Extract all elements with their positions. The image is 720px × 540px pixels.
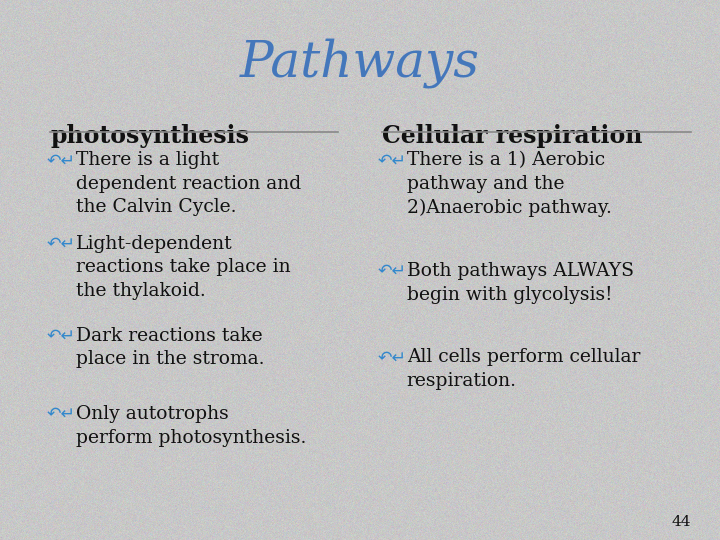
Text: Pathways: Pathways xyxy=(240,38,480,88)
Text: All cells perform cellular
respiration.: All cells perform cellular respiration. xyxy=(407,348,640,390)
Text: There is a 1) Aerobic
pathway and the
2)Anaerobic pathway.: There is a 1) Aerobic pathway and the 2)… xyxy=(407,151,612,217)
Text: ↶↵: ↶↵ xyxy=(47,327,76,345)
Text: Light-dependent
reactions take place in
the thylakoid.: Light-dependent reactions take place in … xyxy=(76,235,290,300)
Text: Dark reactions take
place in the stroma.: Dark reactions take place in the stroma. xyxy=(76,327,264,368)
Text: ↶↵: ↶↵ xyxy=(47,405,76,423)
Text: Only autotrophs
perform photosynthesis.: Only autotrophs perform photosynthesis. xyxy=(76,405,306,447)
Text: ↶↵: ↶↵ xyxy=(378,262,407,280)
Text: ↶↵: ↶↵ xyxy=(378,348,407,366)
Text: ↶↵: ↶↵ xyxy=(378,151,407,169)
Text: photosynthesis: photosynthesis xyxy=(50,124,249,148)
Text: 44: 44 xyxy=(672,515,691,529)
Text: ↶↵: ↶↵ xyxy=(47,151,76,169)
Text: Both pathways ALWAYS
begin with glycolysis!: Both pathways ALWAYS begin with glycolys… xyxy=(407,262,634,303)
Text: ↶↵: ↶↵ xyxy=(47,235,76,253)
Text: There is a light
dependent reaction and
the Calvin Cycle.: There is a light dependent reaction and … xyxy=(76,151,301,217)
Text: Cellular respiration: Cellular respiration xyxy=(382,124,642,148)
